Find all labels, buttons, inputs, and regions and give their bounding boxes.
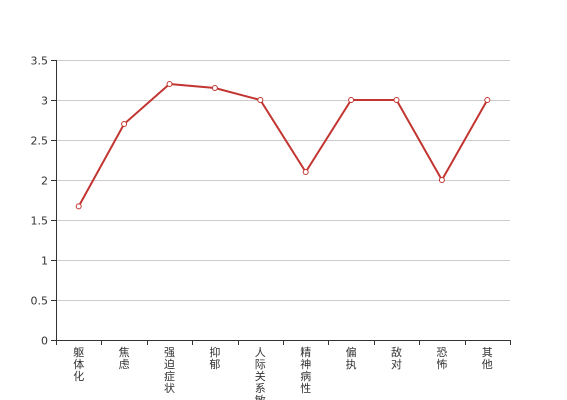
y-tick-label: 1 bbox=[41, 255, 48, 268]
x-tick-label: 恐怖 bbox=[436, 346, 447, 371]
data-point[interactable] bbox=[302, 169, 309, 175]
data-point[interactable] bbox=[75, 203, 82, 210]
data-point[interactable] bbox=[166, 81, 173, 87]
axes bbox=[51, 60, 511, 345]
x-tick-label: 焦虑 bbox=[119, 346, 130, 371]
data-point[interactable] bbox=[348, 97, 355, 103]
data-point[interactable] bbox=[257, 97, 264, 103]
y-tick-label: 0.5 bbox=[31, 295, 49, 308]
series bbox=[75, 81, 491, 210]
x-tick-label: 躯体化 bbox=[73, 346, 84, 383]
data-point[interactable] bbox=[484, 97, 491, 103]
x-tick-label: 人际关系敏 bbox=[255, 346, 266, 400]
x-tick-label: 精神病性 bbox=[300, 346, 311, 395]
data-point[interactable] bbox=[393, 97, 400, 103]
data-point[interactable] bbox=[121, 121, 128, 127]
y-tick-label: 0 bbox=[41, 335, 48, 348]
x-tick-label: 偏执 bbox=[346, 345, 357, 371]
data-point[interactable] bbox=[438, 177, 445, 183]
y-tick-label: 3 bbox=[41, 95, 48, 108]
y-tick-label: 2 bbox=[41, 175, 48, 188]
grid-lines bbox=[56, 60, 510, 301]
y-tick-label: 2.5 bbox=[31, 135, 49, 148]
y-tick-label: 1.5 bbox=[31, 215, 49, 228]
x-tick-label: 抑郁 bbox=[209, 345, 220, 371]
x-tick-label: 其他 bbox=[482, 346, 493, 371]
x-tick-label: 敌对 bbox=[391, 345, 402, 371]
data-point[interactable] bbox=[211, 85, 218, 91]
series-line bbox=[77, 83, 489, 207]
x-tick-label: 强迫症状 bbox=[164, 346, 175, 395]
tick-labels: 0 0.5 1 1.5 2 2.5 3 3.5 躯体化 焦虑 强迫症状 抑郁 人际关系敏 精神病性 偏执 敌对… bbox=[31, 55, 493, 400]
y-tick-label: 3.5 bbox=[31, 55, 49, 68]
